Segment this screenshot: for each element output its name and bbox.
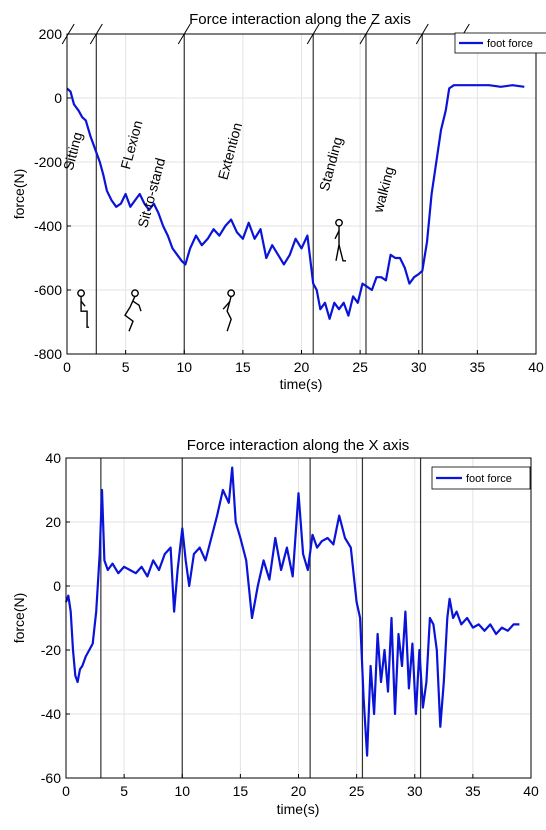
y-tick-label: -400 <box>34 218 62 234</box>
chart-x-legend-box <box>431 466 531 490</box>
x-tick-label: 25 <box>352 359 368 375</box>
stick-figure-leg <box>338 244 347 262</box>
chart-z-x-axis-label: time(s) <box>280 376 323 392</box>
x-tick-label: 30 <box>411 359 427 375</box>
chart-x-title: Force interaction along the X axis <box>187 437 410 454</box>
y-tick-label: -20 <box>41 642 61 658</box>
stick-figure-arm <box>334 230 340 240</box>
x-tick-label: 20 <box>291 783 307 799</box>
chart-z-x-ticks: 0 5 10 15 20 25 30 35 40 <box>63 350 544 375</box>
chart-z-y-ticks: -800 -600 -400 -200 0 200 <box>34 26 71 362</box>
chart-z-legend: foot force <box>454 32 546 54</box>
chart-x-y-ticks: -60 -40 -20 0 20 40 <box>41 450 70 786</box>
chart-x-axis: Force interaction along the X axis 0 5 10 1… <box>11 437 539 817</box>
x-tick-label: 20 <box>294 359 310 375</box>
x-tick-label: 0 <box>63 359 71 375</box>
stick-figure-icon <box>334 218 347 262</box>
stick-figure-arm <box>132 300 142 312</box>
y-tick-label: 0 <box>53 578 61 594</box>
chart-z-y-axis-label: force(N) <box>11 169 27 220</box>
chart-z-title: Force interaction along the Z axis <box>189 11 411 28</box>
y-tick-label: 0 <box>54 90 62 106</box>
x-tick-label: 10 <box>174 783 190 799</box>
x-tick-label: 5 <box>122 359 130 375</box>
chart-z-axis: Force interaction along the Z axis 0 5 10 1… <box>11 11 546 392</box>
y-tick-label: 200 <box>39 26 63 42</box>
stick-figure-icon <box>222 289 236 332</box>
chart-x-x-ticks: 0 5 10 15 20 25 30 35 40 <box>62 774 539 799</box>
chart-x-legend-label: foot force <box>466 473 512 485</box>
chart-z-stick-figures <box>77 218 347 332</box>
y-tick-label: -800 <box>34 346 62 362</box>
y-tick-label: 20 <box>45 514 61 530</box>
stick-figure-icon <box>124 289 142 332</box>
y-tick-label: -200 <box>34 154 62 170</box>
chart-x-legend: foot force <box>431 466 531 490</box>
x-tick-label: 40 <box>523 783 539 799</box>
x-tick-label: 5 <box>120 783 128 799</box>
stick-figure-body <box>226 296 232 332</box>
chart-z-legend-label: foot force <box>487 38 533 50</box>
chart-x-series-foot-force-line <box>64 466 520 757</box>
y-tick-label: -60 <box>41 770 61 786</box>
stick-figure-body <box>124 295 136 332</box>
chart-z-series-foot-force-line <box>66 84 525 320</box>
x-tick-label: 15 <box>233 783 249 799</box>
chart-x-y-axis-label: force(N) <box>11 593 27 644</box>
x-tick-label: 40 <box>528 359 544 375</box>
x-tick-label: 30 <box>407 783 423 799</box>
x-tick-label: 35 <box>465 783 481 799</box>
x-tick-label: 15 <box>235 359 251 375</box>
chart-z-phase-lines <box>95 34 423 354</box>
y-tick-label: 40 <box>45 450 61 466</box>
stick-figure-arm <box>80 300 86 307</box>
y-tick-label: -600 <box>34 282 62 298</box>
x-tick-label: 10 <box>176 359 192 375</box>
x-tick-label: 0 <box>62 783 70 799</box>
chart-x-x-axis-label: time(s) <box>277 801 320 817</box>
stick-figure-arm <box>222 300 231 310</box>
chart-z-legend-box <box>454 32 546 54</box>
y-tick-label: -40 <box>41 706 61 722</box>
x-tick-label: 25 <box>349 783 365 799</box>
stick-figure-body <box>80 296 90 328</box>
x-tick-label: 35 <box>470 359 486 375</box>
stick-figure-icon <box>77 289 90 328</box>
